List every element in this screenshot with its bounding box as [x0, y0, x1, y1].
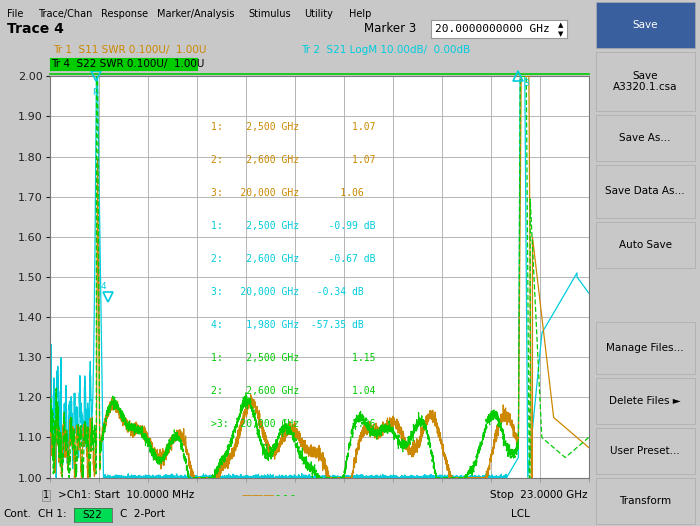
Text: Auto Save: Auto Save [619, 240, 671, 250]
Text: ▲: ▲ [557, 22, 563, 28]
Text: Stimulus: Stimulus [248, 8, 291, 19]
Text: 1:    2,500 GHz         1.15: 1: 2,500 GHz 1.15 [211, 353, 376, 363]
Text: Delete Files ►: Delete Files ► [609, 396, 681, 406]
Bar [596, 2, 694, 48]
Text: 20.0000000000 GHz: 20.0000000000 GHz [435, 24, 550, 34]
Text: >Ch1: Start  10.0000 MHz: >Ch1: Start 10.0000 MHz [58, 490, 195, 501]
Text: Save Data As...: Save Data As... [606, 186, 685, 196]
Text: 4:    1,980 GHz  -57.35 dB: 4: 1,980 GHz -57.35 dB [211, 320, 364, 330]
Text: ———: ——— [241, 490, 275, 501]
Bar [596, 115, 694, 161]
Bar [596, 322, 694, 374]
Bar [596, 52, 694, 111]
Text: p: p [92, 86, 98, 95]
Text: 2: 2 [90, 65, 96, 74]
Text: Save As...: Save As... [620, 133, 671, 143]
Text: Tr 2  S21 LogM 10.00dB/  0.00dB: Tr 2 S21 LogM 10.00dB/ 0.00dB [301, 45, 470, 55]
Text: 2:    2,600 GHz         1.07: 2: 2,600 GHz 1.07 [211, 155, 376, 165]
Text: 3:   20,000 GHz   -0.34 dB: 3: 20,000 GHz -0.34 dB [211, 287, 364, 297]
Text: Marker/Analysis: Marker/Analysis [158, 8, 235, 19]
Text: 3:   20,000 GHz       1.06: 3: 20,000 GHz 1.06 [211, 188, 364, 198]
Bar [596, 428, 694, 474]
Text: Save: Save [632, 20, 658, 30]
Text: - - -: - - - [276, 490, 295, 501]
Text: 1:    2,500 GHz     -0.99 dB: 1: 2,500 GHz -0.99 dB [211, 221, 376, 231]
Bar [596, 222, 694, 268]
Text: User Preset...: User Preset... [610, 446, 680, 456]
Text: 1:    2,500 GHz         1.07: 1: 2,500 GHz 1.07 [211, 123, 376, 133]
Text: Tr 4  S22 SWR 0.100U/  1.00U: Tr 4 S22 SWR 0.100U/ 1.00U [51, 59, 204, 69]
Text: LCL: LCL [511, 509, 530, 520]
Text: Cont.: Cont. [4, 509, 32, 520]
Text: Save
A3320.1.csa: Save A3320.1.csa [612, 71, 678, 93]
Bar [596, 165, 694, 218]
Text: Response: Response [102, 8, 148, 19]
Text: File: File [7, 8, 23, 19]
Text: 2:    2,600 GHz         1.04: 2: 2,600 GHz 1.04 [211, 386, 376, 396]
Text: Marker 3: Marker 3 [364, 23, 416, 35]
Text: Help: Help [349, 8, 371, 19]
Text: 2:    2,600 GHz     -0.67 dB: 2: 2,600 GHz -0.67 dB [211, 254, 376, 264]
Text: Trace/Chan: Trace/Chan [38, 8, 93, 19]
Text: Trace 4: Trace 4 [7, 22, 64, 36]
Text: Tr 1  S11 SWR 0.100U/  1.00U: Tr 1 S11 SWR 0.100U/ 1.00U [53, 45, 206, 55]
Bar [596, 478, 694, 524]
Text: Manage Files...: Manage Files... [606, 343, 684, 353]
Text: Stop  23.0000 GHz: Stop 23.0000 GHz [490, 490, 587, 501]
Text: CH 1:: CH 1: [38, 509, 67, 520]
Text: Utility: Utility [304, 8, 333, 19]
Text: S22: S22 [83, 510, 103, 520]
Bar [596, 378, 694, 424]
Text: ▼: ▼ [557, 31, 563, 37]
Text: 3: 3 [523, 79, 528, 88]
Text: Transform: Transform [619, 496, 671, 506]
Text: 4: 4 [101, 282, 106, 291]
Text: C  2-Port: C 2-Port [120, 509, 165, 520]
Text: 1: 1 [43, 490, 49, 501]
Text: >3:  20,000 GHz         1.06: >3: 20,000 GHz 1.06 [211, 419, 376, 429]
